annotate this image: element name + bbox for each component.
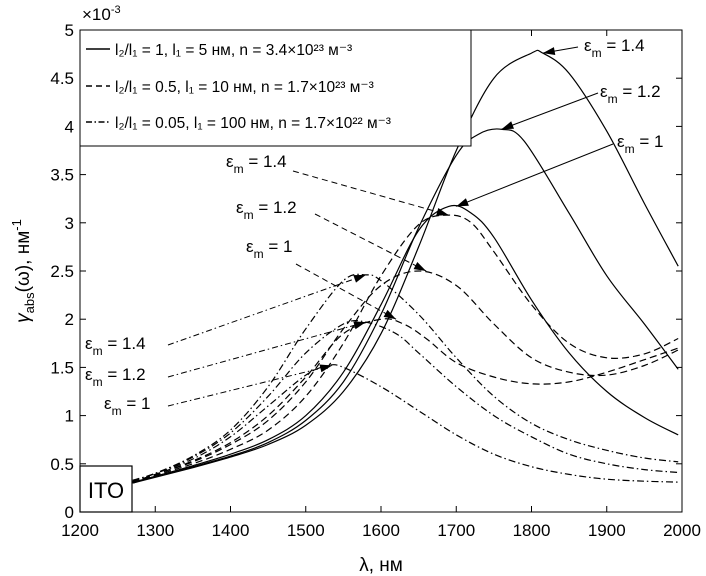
y-tick-label: 1 <box>65 407 74 426</box>
annotation-arrow-line <box>295 263 397 320</box>
legend-entry-dashdot: l₂/l₁ = 0.05, l₁ = 100 нм, n = 1.7×10²² … <box>115 115 391 132</box>
annotation-arrow-line <box>314 213 427 272</box>
legend: l₂/l₁ = 1, l₁ = 5 нм, n = 3.4×10²³ м⁻³ l₂… <box>79 29 472 147</box>
series-line-dashdot-eps-1.4 <box>132 273 679 482</box>
annotation-arrow-line <box>456 143 614 207</box>
x-tick-label: 1600 <box>362 521 400 540</box>
series-line-dashdot-eps-1.2 <box>132 319 679 482</box>
y-tick-label: 0 <box>65 503 74 522</box>
x-tick-label: 1500 <box>287 521 325 540</box>
annotation-arrowhead <box>501 121 514 130</box>
annotation-arrowhead <box>413 262 427 271</box>
x-tick-label: 1300 <box>136 521 174 540</box>
series-line-dashed-eps-1.4 <box>132 214 679 483</box>
exponent-label: ×10-3 <box>82 4 121 24</box>
series-line-dashed-eps-1.2 <box>132 270 679 483</box>
axis-ticks-group: 1200 1300 1400 1500 1600 1700 1800 1900 2000 0 0.5… <box>50 21 701 540</box>
material-label-text: ITO <box>88 478 124 503</box>
series-line-solid-eps-1 <box>132 204 679 483</box>
annotation-label: εm = 1.4 <box>226 152 287 176</box>
annotation-label: εm = 1.4 <box>85 334 146 358</box>
svg-text:γabs(ω), нм-1: γabs(ω), нм-1 <box>9 219 37 323</box>
y-tick-label: 3 <box>65 214 74 233</box>
annotation-label: εm = 1.2 <box>600 82 661 106</box>
series-line-dashed-eps-1 <box>132 318 679 483</box>
annotation-arrowhead <box>319 364 333 373</box>
legend-entry-solid: l₂/l₁ = 1, l₁ = 5 нм, n = 3.4×10²³ м⁻³ <box>115 42 352 59</box>
x-tick-label: 1700 <box>437 521 475 540</box>
y-tick-label: 1.5 <box>50 358 74 377</box>
annotation-arrowhead <box>436 208 449 216</box>
annotation-arrow-line <box>501 92 599 130</box>
annotation-arrowhead <box>353 274 366 283</box>
annotation-label: εm = 1.4 <box>584 36 645 60</box>
annotation-arrow-line <box>167 321 367 378</box>
y-tick-label: 4 <box>65 117 74 136</box>
annotation-label: εm = 1 <box>246 237 292 261</box>
annotation-arrowhead <box>353 321 366 330</box>
series-line-solid-eps-1.2 <box>132 128 679 484</box>
annotation-label: εm = 1.2 <box>236 198 297 222</box>
annotation-label: εm = 1.2 <box>85 365 146 389</box>
y-tick-label: 2 <box>65 310 74 329</box>
annotation-arrows-group <box>167 46 614 407</box>
material-label-box <box>79 465 133 513</box>
annotation-arrow-line <box>292 170 449 216</box>
y-tick-label: 2.5 <box>50 262 74 281</box>
annotation-label: εm = 1 <box>104 394 150 418</box>
x-tick-label: 1400 <box>212 521 250 540</box>
material-label: ITO <box>79 465 133 513</box>
annotation-arrowhead <box>456 198 469 207</box>
svg-text:×10-3: ×10-3 <box>82 4 121 24</box>
annotation-arrow-line <box>167 364 333 407</box>
x-tick-label: 1800 <box>513 521 551 540</box>
series-line-solid-eps-1.4 <box>132 49 679 484</box>
x-tick-label: 1200 <box>61 521 99 540</box>
series-line-dashdot-eps-1 <box>132 364 679 483</box>
legend-entry-dashed: l₂/l₁ = 0.5, l₁ = 10 нм, n = 1.7×10²³ м⁻… <box>115 79 374 96</box>
y-tick-label: 0.5 <box>50 455 74 474</box>
x-axis-label: λ, нм <box>359 555 403 576</box>
x-tick-label: 2000 <box>663 521 701 540</box>
y-axis-label: γabs(ω), нм-1 <box>9 219 37 323</box>
data-series-group <box>132 49 679 484</box>
legend-box <box>79 29 472 147</box>
x-tick-label: 1900 <box>588 521 626 540</box>
annotation-labels-group: εm = 1.4 εm = 1.2 εm = 1 εm = 1.4 εm = 1.2 εm… <box>85 36 663 418</box>
y-tick-label: 4.5 <box>50 69 74 88</box>
y-tick-label: 3.5 <box>50 166 74 185</box>
y-tick-label: 5 <box>65 21 74 40</box>
annotation-arrowhead <box>383 309 397 320</box>
x-axis-label-text: λ, нм <box>359 555 403 576</box>
annotation-label: εm = 1 <box>617 132 663 156</box>
annotation-arrowhead <box>542 47 556 55</box>
